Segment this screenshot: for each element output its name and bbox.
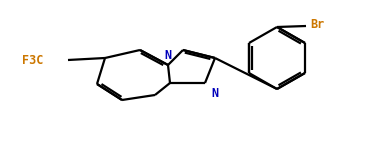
Text: N: N: [211, 87, 218, 100]
Text: Br: Br: [310, 18, 324, 31]
Text: N: N: [165, 49, 172, 62]
Text: F3C: F3C: [22, 54, 43, 67]
